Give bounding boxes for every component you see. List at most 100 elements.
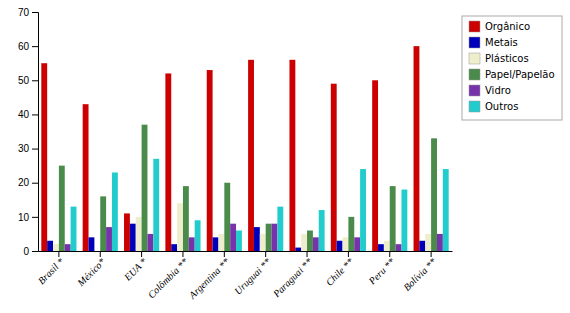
tick-label: 40 bbox=[18, 109, 30, 120]
legend-label: Plásticos bbox=[485, 53, 529, 64]
tick: 30 bbox=[18, 143, 38, 154]
bar bbox=[147, 234, 153, 251]
tick-mark bbox=[58, 251, 59, 257]
legend-swatch bbox=[469, 85, 480, 96]
bar bbox=[130, 224, 136, 251]
tick-mark bbox=[32, 217, 38, 218]
tick-mark bbox=[100, 251, 101, 257]
tick-label: Bolívia ** bbox=[401, 256, 438, 293]
bar bbox=[248, 60, 254, 251]
tick-label: Paraguai ** bbox=[270, 256, 314, 300]
tick-mark bbox=[32, 149, 38, 150]
tick-mark bbox=[32, 80, 38, 81]
bar bbox=[65, 244, 71, 251]
tick-label: 60 bbox=[18, 41, 30, 52]
bar bbox=[41, 63, 47, 251]
tick-mark bbox=[32, 114, 38, 115]
bar bbox=[319, 210, 325, 251]
bar bbox=[401, 190, 407, 251]
tick: Chile ** bbox=[324, 251, 356, 288]
bar bbox=[431, 138, 437, 251]
bar bbox=[153, 159, 159, 251]
bar bbox=[47, 241, 53, 251]
bar bbox=[236, 231, 242, 251]
tick-mark bbox=[431, 251, 432, 257]
bar bbox=[71, 207, 77, 251]
bar bbox=[437, 234, 443, 251]
tick-label: 50 bbox=[18, 75, 30, 86]
bar bbox=[331, 84, 337, 251]
bar bbox=[106, 227, 112, 251]
bar bbox=[289, 60, 295, 251]
bar bbox=[100, 196, 106, 251]
bar bbox=[307, 231, 313, 251]
chart: 010203040506070Brasil *México*EUA *Colôm… bbox=[0, 0, 570, 313]
bar bbox=[301, 234, 307, 251]
tick-mark bbox=[32, 46, 38, 47]
bar bbox=[213, 237, 219, 251]
bar bbox=[165, 73, 171, 251]
tick: Bolívia ** bbox=[401, 251, 438, 293]
bar bbox=[89, 237, 95, 251]
bar bbox=[443, 169, 449, 251]
bar bbox=[207, 70, 213, 251]
bar bbox=[354, 237, 360, 251]
bar bbox=[177, 203, 183, 251]
bar bbox=[414, 46, 420, 251]
legend: OrgânicoMetaisPlásticosPapel/PapelãoVidr… bbox=[462, 16, 562, 120]
bar bbox=[83, 104, 89, 251]
bar bbox=[272, 224, 278, 251]
bar bbox=[266, 224, 272, 251]
tick-label: Chile ** bbox=[324, 256, 356, 288]
bar bbox=[260, 234, 266, 251]
bar bbox=[277, 207, 283, 251]
bar bbox=[378, 244, 384, 251]
legend-label: Papel/Papelão bbox=[485, 69, 555, 80]
y-axis: 010203040506070 bbox=[18, 7, 39, 257]
tick-label: Uruguai ** bbox=[232, 256, 273, 297]
bar bbox=[419, 241, 425, 251]
bar bbox=[53, 244, 59, 251]
tick: EUA * bbox=[121, 251, 148, 283]
bar-series bbox=[53, 203, 431, 251]
tick-mark bbox=[182, 251, 183, 257]
bar bbox=[343, 237, 349, 251]
legend-item: Plásticos bbox=[469, 53, 529, 64]
bar-series bbox=[59, 125, 437, 251]
tick-label: EUA * bbox=[121, 256, 148, 283]
bar bbox=[189, 237, 195, 251]
tick: 40 bbox=[18, 109, 38, 120]
plot: 010203040506070Brasil *México*EUA *Colôm… bbox=[18, 7, 453, 302]
bar bbox=[224, 183, 230, 251]
legend-item: Outros bbox=[469, 101, 518, 112]
bar-series bbox=[71, 159, 449, 251]
bar bbox=[396, 244, 402, 251]
tick-label: 10 bbox=[18, 212, 30, 223]
tick-mark bbox=[348, 251, 349, 257]
tick: Paraguai ** bbox=[270, 251, 314, 300]
bar bbox=[112, 172, 118, 251]
legend-swatch bbox=[469, 69, 480, 80]
tick-label: 70 bbox=[18, 7, 30, 18]
tick: 50 bbox=[18, 75, 38, 86]
tick-mark bbox=[32, 251, 38, 252]
bar bbox=[59, 166, 65, 251]
legend-swatch bbox=[469, 37, 480, 48]
bar bbox=[295, 248, 301, 251]
bar-series bbox=[65, 224, 443, 251]
bar bbox=[94, 251, 100, 252]
bar bbox=[348, 217, 354, 251]
legend-item: Orgânico bbox=[469, 21, 530, 32]
bar bbox=[183, 186, 189, 251]
tick-mark bbox=[389, 251, 390, 257]
tick: 20 bbox=[18, 177, 38, 188]
legend-item: Vidro bbox=[469, 85, 511, 96]
tick-label: 20 bbox=[18, 177, 30, 188]
bar bbox=[372, 80, 378, 251]
tick-mark bbox=[307, 251, 308, 257]
tick: 70 bbox=[18, 7, 38, 18]
bar bbox=[171, 244, 177, 251]
legend-item: Papel/Papelão bbox=[469, 69, 555, 80]
legend-label: Orgânico bbox=[485, 21, 530, 32]
tick-label: Argentina ** bbox=[186, 256, 231, 301]
